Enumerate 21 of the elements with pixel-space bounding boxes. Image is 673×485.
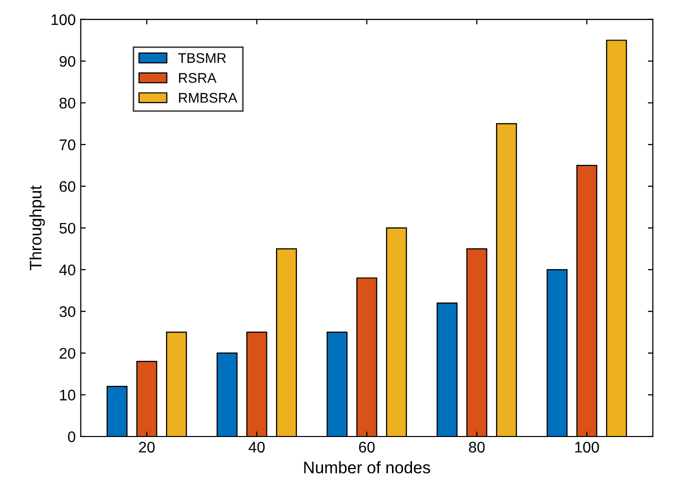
x-tick-label: 20 [139, 442, 155, 453]
y-tick-label: 10 [60, 390, 76, 400]
x-axis-title: Number of nodes [304, 461, 430, 474]
y-tick-label: 0 [68, 431, 76, 442]
y-tick-label: 20 [60, 348, 76, 359]
x-tick-label: 100 [575, 442, 599, 453]
legend-label: RMBSRA [179, 92, 238, 103]
legend-label: TBSMR [178, 53, 226, 63]
y-tick-label: 40 [59, 264, 76, 276]
y-tick-label: 80 [60, 98, 76, 109]
x-tick-label: 40 [248, 442, 265, 453]
x-tick-label: 80 [468, 442, 485, 453]
y-tick-label: 30 [59, 306, 76, 318]
y-tick-label: 60 [60, 181, 76, 192]
y-axis-title: Throughput [29, 185, 45, 270]
x-tick-label: 60 [359, 442, 375, 453]
y-tick-label: 100 [52, 14, 76, 26]
y-tick-label: 70 [60, 139, 76, 150]
legend-label: RSRA [179, 73, 216, 83]
y-tick-label: 50 [60, 222, 76, 234]
y-tick-label: 90 [60, 56, 76, 67]
